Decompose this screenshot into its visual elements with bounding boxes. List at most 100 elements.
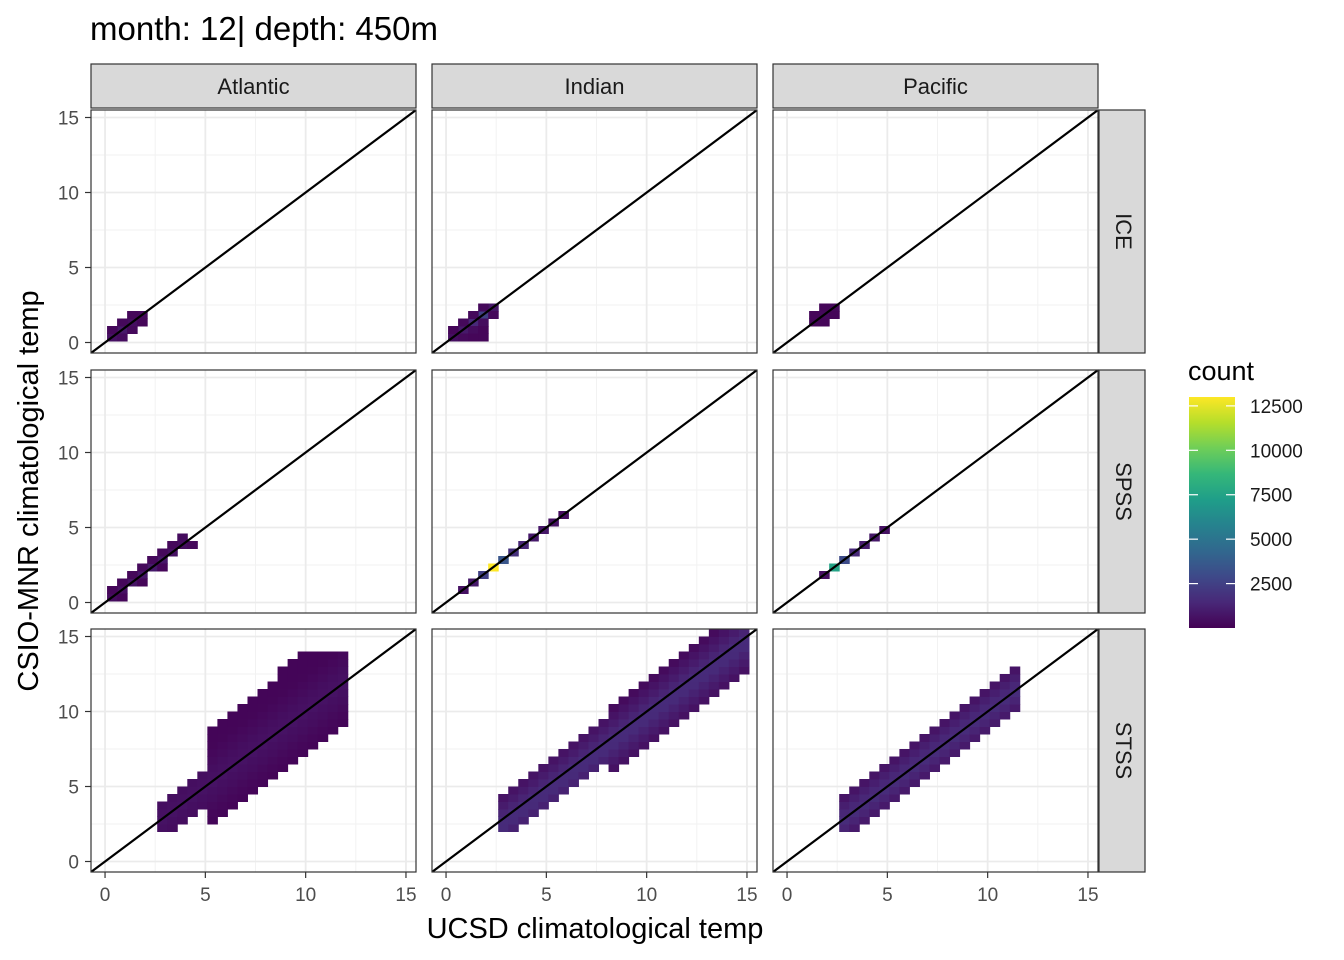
heatmap-cell (678, 659, 690, 667)
heatmap-cell (829, 311, 840, 319)
row-strip: SPSS (1098, 369, 1146, 614)
heatmap-cell (257, 719, 269, 727)
heatmap-cell (277, 696, 289, 705)
heatmap-cell (458, 318, 469, 327)
panel-pacific-stss: 0 5 10 15 (772, 628, 1099, 906)
heatmap-cell (698, 659, 710, 667)
heatmap-cell (1009, 681, 1021, 690)
heatmap-cell (979, 726, 991, 735)
heatmap-cell (989, 719, 1001, 727)
heatmap-cell (638, 734, 650, 742)
heatmap-cell (468, 326, 479, 334)
heatmap-cell (287, 734, 299, 742)
heatmap-cell (919, 734, 930, 742)
heatmap-cell (327, 689, 339, 697)
heatmap-cell (157, 816, 168, 825)
heatmap-cell (929, 741, 941, 750)
heatmap-cell (337, 659, 349, 667)
heatmap-cell (568, 749, 579, 757)
heatmap-cells (157, 651, 349, 832)
heatmap-cell (859, 794, 870, 802)
heatmap-cell (668, 659, 680, 667)
heatmap-cell (337, 704, 349, 712)
heatmap-cell (698, 636, 710, 645)
heatmap-cell (658, 666, 670, 675)
heatmap-cell (628, 734, 640, 742)
heatmap-cell (257, 704, 269, 712)
heatmap-cell (247, 786, 259, 795)
x-tick-label: 10 (295, 885, 316, 906)
heatmap-cell (909, 771, 920, 780)
heatmap-cell (528, 779, 539, 787)
heatmap-cell (608, 764, 620, 772)
heatmap-cell (237, 794, 248, 802)
panel-border (431, 109, 758, 354)
panel-border (90, 628, 417, 873)
heatmap-cell (478, 318, 489, 327)
x-tick-label: 0 (100, 885, 111, 906)
heatmap-cell (859, 786, 870, 795)
heatmap-cell (207, 794, 218, 802)
heatmap-cell (618, 711, 630, 720)
legend-tick-label: 2500 (1250, 575, 1292, 596)
heatmap-cell (688, 689, 700, 697)
heatmap-cell (979, 696, 991, 705)
panel-indian-ice (431, 109, 758, 354)
heatmap-cell (939, 726, 951, 735)
column-strip: Indian (431, 63, 758, 109)
heatmap-cell (849, 786, 860, 795)
heatmap-cell (277, 719, 289, 727)
heatmap-cell (448, 326, 459, 334)
heatmap-cell (698, 651, 710, 660)
heatmap-cell (157, 824, 168, 832)
heatmap-cell (227, 771, 238, 780)
heatmap-cell (969, 704, 981, 712)
heatmap-cell (708, 651, 720, 660)
column-strip-bg (772, 63, 1099, 109)
heatmap-cell (618, 756, 630, 765)
panel-border (431, 369, 758, 614)
y-tick-label: 10 (58, 184, 79, 205)
heatmap-cell (297, 674, 309, 682)
heatmap-cell (317, 734, 329, 742)
heatmap-cell (658, 704, 670, 712)
heatmap-cell (628, 711, 640, 720)
heatmap-cell (628, 719, 640, 727)
heatmap-cell (508, 824, 519, 832)
heatmap-cell (237, 764, 248, 772)
heatmap-cell (287, 749, 299, 757)
heatmap-cell (899, 756, 910, 765)
heatmap-cell (919, 756, 930, 765)
legend-tick-label: 10000 (1250, 441, 1303, 462)
heatmap-cell (869, 779, 880, 787)
heatmap-cell (809, 311, 820, 319)
heatmap-cell (207, 749, 218, 757)
heatmap-cell (658, 711, 670, 720)
heatmap-cell (287, 719, 299, 727)
heatmap-cell (307, 734, 319, 742)
heatmap-cell (297, 659, 309, 667)
heatmap-cell (678, 704, 690, 712)
heatmap-cell (949, 711, 961, 720)
heatmap-cell (949, 719, 961, 727)
heatmap-cell (257, 726, 269, 735)
heatmap-cell (157, 548, 168, 557)
heatmap-cell (518, 779, 529, 787)
heatmap-cell (227, 726, 238, 735)
heatmap-cell (327, 726, 339, 735)
heatmap-cell (247, 756, 259, 765)
heatmap-cell (949, 749, 961, 757)
heatmap-cell (919, 771, 930, 780)
heatmap-cell (267, 719, 279, 727)
heatmap-cell (969, 719, 981, 727)
heatmap-cell (618, 696, 630, 705)
heatmap-cell (708, 666, 720, 675)
heatmap-cell (327, 651, 339, 660)
heatmap-cell (899, 749, 910, 757)
heatmap-cell (267, 726, 279, 735)
heatmap-cell (708, 674, 720, 682)
heatmap-cell (899, 771, 910, 780)
heatmap-cell (678, 696, 690, 705)
heatmap-cell (217, 794, 228, 802)
heatmap-cell (588, 764, 600, 772)
